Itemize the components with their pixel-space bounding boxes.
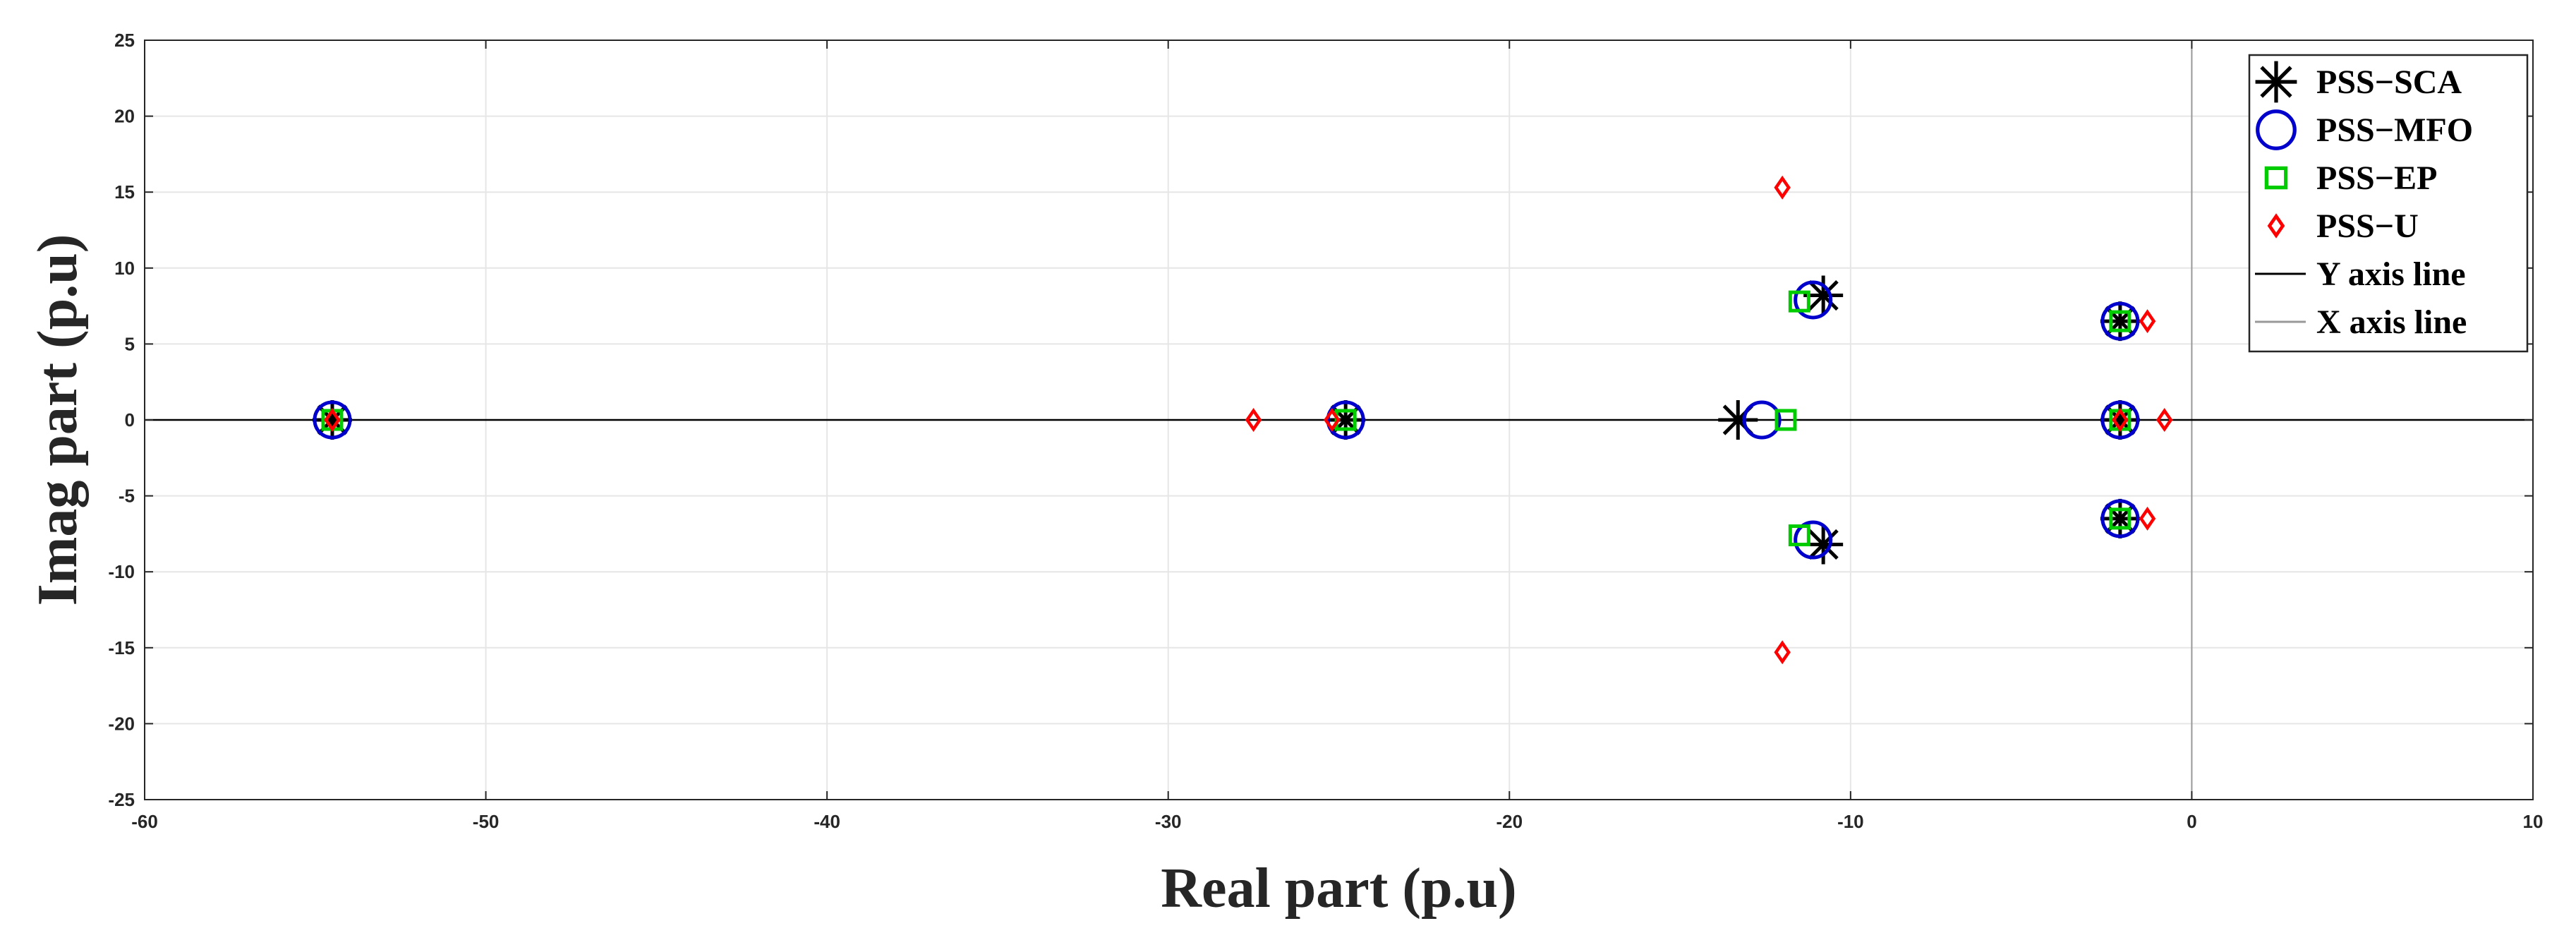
y-tick-label: -10 [108,561,135,582]
x-tick-label: 10 [2523,811,2544,832]
y-tick-label: 15 [114,181,135,203]
y-tick-label: -25 [108,789,135,810]
diamond-shape [1776,179,1789,197]
asterisk-marker [2256,61,2297,103]
x-axis-label: Real part (p.u) [1161,857,1516,920]
x-tick-label: -60 [131,811,158,832]
data-point-asterisk [2100,301,2140,341]
y-tick-label: 10 [114,258,135,279]
legend-label: Y axis line [2316,255,2466,293]
diamond-shape [2141,510,2154,528]
y-axis-label: Imag part (p.u) [27,234,89,606]
legend-label: PSS−MFO [2316,112,2473,149]
legend-label: PSS−EP [2316,159,2437,197]
y-tick-label: -20 [108,713,135,734]
legend-label: PSS−SCA [2316,64,2462,101]
y-tick-label: 20 [114,106,135,127]
x-tick-label: -30 [1155,811,1182,832]
axes: -60 -50 -40 -30 -20 -10 0 10-25-20-15-10-505101… [108,30,2543,832]
y-tick-label: 0 [125,409,135,431]
x-tick-label: -20 [1496,811,1523,832]
y-tick-label: 25 [114,30,135,51]
x-tick-label: -40 [814,811,840,832]
diamond-shape [1776,643,1789,661]
data-point-diamond [1776,643,1789,661]
data-point-asterisk [2100,400,2140,440]
data-point-asterisk [2100,499,2140,538]
legend-label: PSS−U [2316,207,2419,245]
series-square [323,292,2129,544]
data-point-diamond [2141,312,2154,330]
y-tick-label: -5 [119,486,135,507]
data-point-asterisk [313,400,352,440]
x-tick-label: 0 [2187,811,2196,832]
y-tick-label: 5 [125,333,135,354]
y-tick-label: -15 [108,637,135,658]
legend-label: X axis line [2316,303,2467,341]
data-point-diamond [2141,510,2154,528]
diamond-shape [2141,312,2154,330]
x-tick-label: -10 [1837,811,1864,832]
legend: PSS−SCA PSS−MFO PSS−EP PSS−U Y axis line X ax… [2249,55,2527,351]
x-tick-label: -50 [473,811,500,832]
data-point-asterisk [1326,400,1365,440]
data-point-diamond [1776,179,1789,197]
